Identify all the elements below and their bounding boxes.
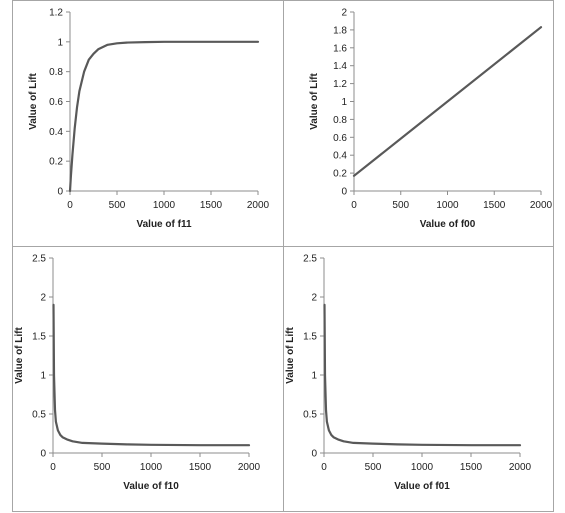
chart-panel-f10: 0 0.5 1 1.5 2 2.5 0 500 1000 1500 2000 Value of f10…: [12, 246, 283, 512]
chart-f00: 0 0.2 0.4 0.6 0.8 1 1.2 1.4 1.6 1.8 2 0 500 1000 1500 2…: [309, 8, 553, 231]
y-tick-label: 2: [341, 8, 347, 19]
chart-grid: 0 0.2 0.4 0.6 0.8 1 1.2 0 500 1000 1500 2000 Value o…: [12, 0, 554, 512]
y-tick-label: 1: [57, 37, 63, 48]
x-axis-title: Value of f01: [394, 481, 450, 492]
y-tick-label: 2.5: [303, 254, 317, 265]
x-axis-title: Value of f00: [420, 219, 476, 230]
x-tick-label: 1500: [460, 462, 483, 473]
x-tick-label: 1000: [153, 200, 176, 211]
x-tick-label: 0: [67, 200, 73, 211]
y-tick-label: 0.6: [333, 133, 347, 144]
y-tick-label: 2: [40, 293, 46, 304]
x-tick-label: 2000: [530, 200, 553, 211]
y-tick-label: 1.5: [303, 332, 317, 343]
y-tick-label: 0.5: [303, 410, 317, 421]
x-axis-title: Value of f11: [136, 219, 191, 230]
x-tick-label: 500: [94, 462, 111, 473]
chart-f11: 0 0.2 0.4 0.6 0.8 1 1.2 0 500 1000 1500 2000 Value o…: [28, 8, 270, 231]
y-tick-label: 0: [40, 449, 46, 460]
x-tick-label: 1500: [200, 200, 223, 211]
y-tick-label: 1.6: [333, 43, 347, 54]
chart-panel-f01: 0 0.5 1 1.5 2 2.5 0 500 1000 1500 2000 Value of f01…: [283, 246, 554, 512]
border-left: [12, 0, 13, 512]
y-tick-label: 0.8: [49, 67, 63, 78]
y-axis-title: Value of Lift: [14, 326, 25, 383]
y-tick-label: 1.5: [32, 332, 46, 343]
x-tick-label: 0: [351, 200, 357, 211]
series-line: [52, 303, 251, 447]
x-tick-label: 2000: [238, 462, 261, 473]
y-tick-label: 1: [341, 97, 347, 108]
x-tick-label: 0: [321, 462, 327, 473]
divider-vertical: [283, 0, 284, 512]
y-tick-label: 1.4: [333, 61, 347, 72]
chart-panel-f11: 0 0.2 0.4 0.6 0.8 1 1.2 0 500 1000 1500 2000 Value o…: [12, 0, 283, 246]
x-tick-label: 1000: [411, 462, 434, 473]
x-tick-label: 500: [392, 200, 409, 211]
x-tick-label: 1500: [483, 200, 506, 211]
x-tick-label: 1000: [140, 462, 163, 473]
x-axis-title: Value of f10: [123, 481, 179, 492]
y-axis-title: Value of Lift: [28, 72, 39, 129]
y-tick-label: 1.2: [333, 79, 347, 90]
x-tick-label: 1500: [189, 462, 212, 473]
y-tick-label: 1: [311, 371, 317, 382]
series-line: [352, 26, 543, 177]
y-tick-label: 2: [311, 293, 317, 304]
y-axis-title: Value of Lift: [285, 326, 296, 383]
y-tick-label: 0.4: [49, 127, 63, 138]
y-tick-label: 1.2: [49, 8, 63, 19]
y-tick-label: 0: [57, 187, 63, 198]
chart-f01: 0 0.5 1 1.5 2 2.5 0 500 1000 1500 2000 Value of f01…: [285, 254, 532, 493]
x-tick-label: 2000: [247, 200, 270, 211]
x-tick-label: 0: [50, 462, 56, 473]
y-tick-label: 2.5: [32, 254, 46, 265]
y-tick-label: 0: [341, 187, 347, 198]
divider-horizontal: [12, 246, 554, 247]
y-axis-title: Value of Lift: [309, 72, 320, 129]
chart-f10: 0 0.5 1 1.5 2 2.5 0 500 1000 1500 2000 Value of f10…: [14, 254, 261, 493]
y-tick-label: 1.8: [333, 25, 347, 36]
y-tick-label: 0.6: [49, 97, 63, 108]
x-tick-label: 1000: [436, 200, 459, 211]
y-tick-label: 0: [311, 449, 317, 460]
x-tick-label: 500: [109, 200, 126, 211]
y-tick-label: 0.5: [32, 410, 46, 421]
y-tick-label: 0.2: [49, 157, 63, 168]
y-tick-label: 0.4: [333, 151, 347, 162]
series-line: [68, 40, 260, 193]
border-right: [553, 0, 554, 512]
y-tick-label: 1: [40, 371, 46, 382]
y-tick-label: 0.8: [333, 115, 347, 126]
chart-panel-f00: 0 0.2 0.4 0.6 0.8 1 1.2 1.4 1.6 1.8 2 0 500 1000 1500 2…: [283, 0, 554, 246]
y-tick-label: 0.2: [333, 169, 347, 180]
x-tick-label: 2000: [509, 462, 532, 473]
x-tick-label: 500: [365, 462, 382, 473]
series-line: [323, 303, 522, 447]
